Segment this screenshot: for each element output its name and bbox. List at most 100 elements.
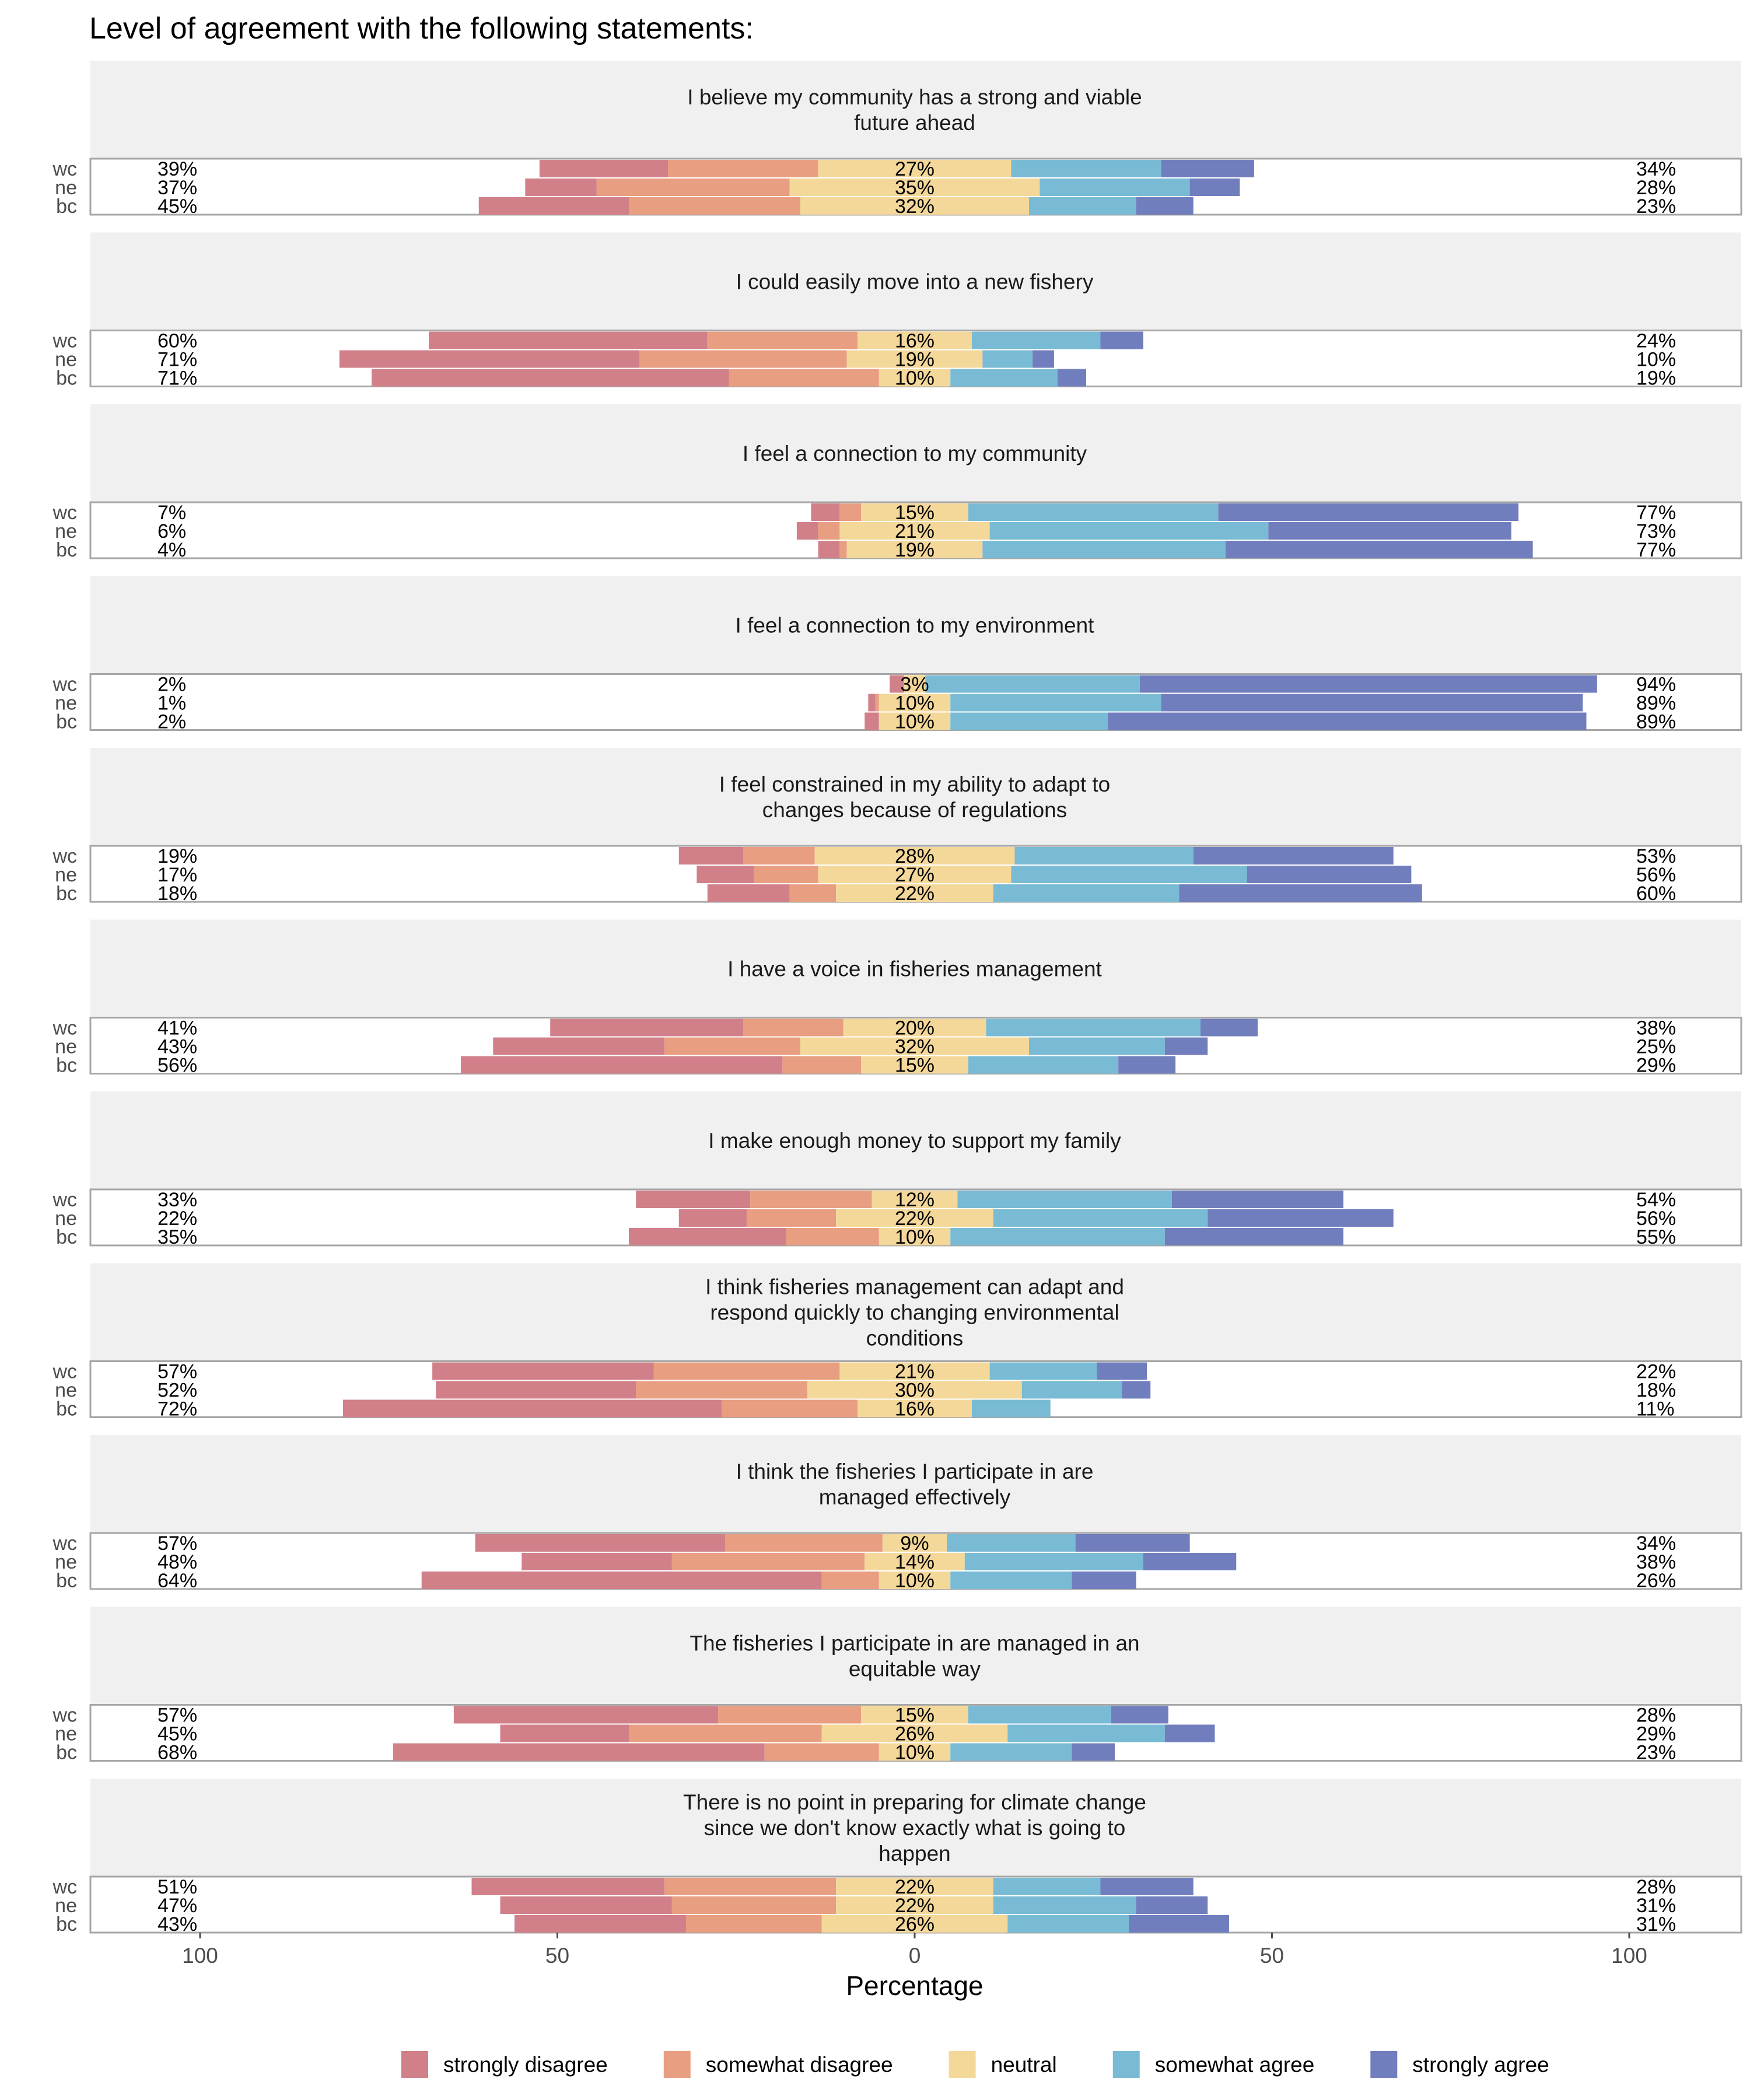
panel-statement-line: respond quickly to changing environmenta…: [710, 1301, 1119, 1325]
bar-segment-somewhat-disagree: [629, 197, 800, 215]
panel-strip: [90, 232, 1741, 331]
neutral-percent-label: 9%: [900, 1532, 929, 1555]
legend-swatch: [949, 2051, 976, 2078]
neutral-percent-label: 26%: [895, 1913, 935, 1936]
bar-segment-somewhat-agree: [968, 503, 1219, 521]
right-percent-label: 73%: [1636, 520, 1676, 542]
bar-segment-somewhat-disagree: [789, 884, 836, 902]
right-percent-label: 31%: [1636, 1913, 1676, 1936]
bar-segment-neutral: [858, 331, 972, 349]
bar-segment-somewhat-disagree: [764, 1743, 879, 1761]
right-percent-label: 53%: [1636, 845, 1676, 867]
bar-segment-neutral: [882, 1534, 947, 1552]
bar-segment-strongly-agree: [1225, 541, 1533, 558]
neutral-percent-label: 26%: [895, 1723, 935, 1745]
panel: The fisheries I participate in are manag…: [52, 1606, 1742, 1764]
bar-segment-somewhat-agree: [1007, 1915, 1129, 1933]
bar-segment-neutral: [864, 1553, 965, 1570]
left-percent-label: 43%: [158, 1036, 197, 1058]
bar-segment-strongly-agree: [1161, 160, 1254, 177]
bar-segment-neutral: [861, 503, 968, 521]
panel: I feel constrained in my ability to adap…: [52, 748, 1742, 905]
bar-segment-strongly-agree: [1247, 866, 1412, 883]
panel-statement-line: conditions: [866, 1326, 964, 1350]
right-percent-label: 34%: [1636, 1532, 1676, 1555]
row-label: bc: [56, 1055, 77, 1077]
row-label: wc: [52, 158, 77, 180]
bar-segment-neutral: [836, 884, 993, 902]
panel-statement-line: There is no point in preparing for clima…: [683, 1790, 1146, 1814]
panel-statement-line: equitable way: [849, 1657, 981, 1681]
panel-strip: [90, 1435, 1741, 1533]
row-label: wc: [52, 1189, 77, 1211]
right-percent-label: 34%: [1636, 158, 1676, 180]
bar-segment-neutral: [836, 1896, 993, 1914]
neutral-percent-label: 16%: [895, 1398, 935, 1420]
neutral-percent-label: 32%: [895, 195, 935, 218]
neutral-percent-label: 10%: [895, 1570, 935, 1592]
row-label: bc: [56, 1742, 77, 1764]
left-percent-label: 43%: [158, 1913, 197, 1936]
bar-segment-somewhat-agree: [1029, 197, 1136, 215]
bar-segment-strongly-agree: [1100, 1878, 1194, 1895]
bar-segment-somewhat-agree: [950, 694, 1161, 712]
bar-segment-neutral: [878, 694, 951, 712]
right-percent-label: 25%: [1636, 1036, 1676, 1058]
panel-strip: [90, 1091, 1741, 1189]
row-label: ne: [55, 1551, 77, 1573]
bar-segment-strongly-disagree: [429, 331, 708, 349]
panel-statement-line: future ahead: [854, 111, 975, 135]
bar-segment-somewhat-disagree: [782, 1056, 862, 1074]
bar-segment-strongly-agree: [1208, 1209, 1394, 1227]
bar-segment-somewhat-agree: [1011, 866, 1247, 883]
panel-strip: [90, 919, 1741, 1018]
legend-swatch: [401, 2051, 428, 2078]
bar-segment-strongly-disagree: [868, 694, 876, 712]
bar-segment-somewhat-disagree: [686, 1915, 822, 1933]
row-label: bc: [56, 1226, 77, 1248]
panel-statement-line: I have a voice in fisheries management: [727, 957, 1102, 981]
right-percent-label: 55%: [1636, 1226, 1676, 1248]
left-percent-label: 52%: [158, 1380, 197, 1402]
panel: I feel a connection to my community wc 7% 1…: [52, 404, 1742, 561]
bar-segment-somewhat-agree: [982, 541, 1226, 558]
bar-segment-somewhat-agree: [1007, 1724, 1165, 1742]
x-tick-label: 0: [909, 1944, 921, 1968]
right-percent-label: 22%: [1636, 1361, 1676, 1383]
left-percent-label: 2%: [158, 674, 186, 696]
bar-segment-neutral: [839, 522, 990, 540]
panel-statement-line: I feel a connection to my environment: [736, 614, 1095, 638]
panel-strip: [90, 748, 1741, 846]
bar-segment-somewhat-disagree: [743, 847, 815, 864]
legend: strongly disagree somewhat disagree neutra…: [401, 2051, 1549, 2078]
bar-segment-somewhat-disagree: [786, 1228, 879, 1245]
row-label: bc: [56, 1570, 77, 1592]
left-percent-label: 72%: [158, 1398, 197, 1420]
bar-segment-neutral: [800, 197, 1029, 215]
bar-segment-strongly-disagree: [475, 1534, 726, 1552]
x-tick-label: 50: [1260, 1944, 1284, 1968]
bar-segment-strongly-disagree: [500, 1896, 672, 1914]
chart-panels: I believe my community has a strong and …: [52, 61, 1742, 1936]
right-percent-label: 89%: [1636, 692, 1676, 715]
row-label: wc: [52, 1876, 77, 1898]
bar-segment-neutral: [858, 1399, 972, 1418]
x-tick-label: 50: [545, 1944, 569, 1968]
right-percent-label: 56%: [1636, 864, 1676, 886]
bar-segment-neutral: [843, 1019, 986, 1037]
neutral-percent-label: 15%: [895, 1704, 935, 1727]
bar-segment-strongly-disagree: [796, 522, 818, 540]
bar-segment-neutral: [861, 1706, 968, 1724]
x-tick-label: 100: [182, 1944, 218, 1968]
bar-segment-somewhat-agree: [993, 1896, 1136, 1914]
bar-segment-somewhat-agree: [989, 522, 1269, 540]
bar-segment-strongly-disagree: [343, 1399, 722, 1418]
legend-swatch: [1370, 2051, 1398, 2078]
bar-segment-neutral: [836, 1878, 993, 1895]
bar-segment-somewhat-disagree: [729, 369, 879, 387]
bar-segment-strongly-disagree: [453, 1706, 719, 1724]
neutral-percent-label: 27%: [895, 158, 935, 180]
bar-segment-somewhat-agree: [986, 1019, 1200, 1037]
panel-statement-line: managed effectively: [819, 1485, 1011, 1509]
